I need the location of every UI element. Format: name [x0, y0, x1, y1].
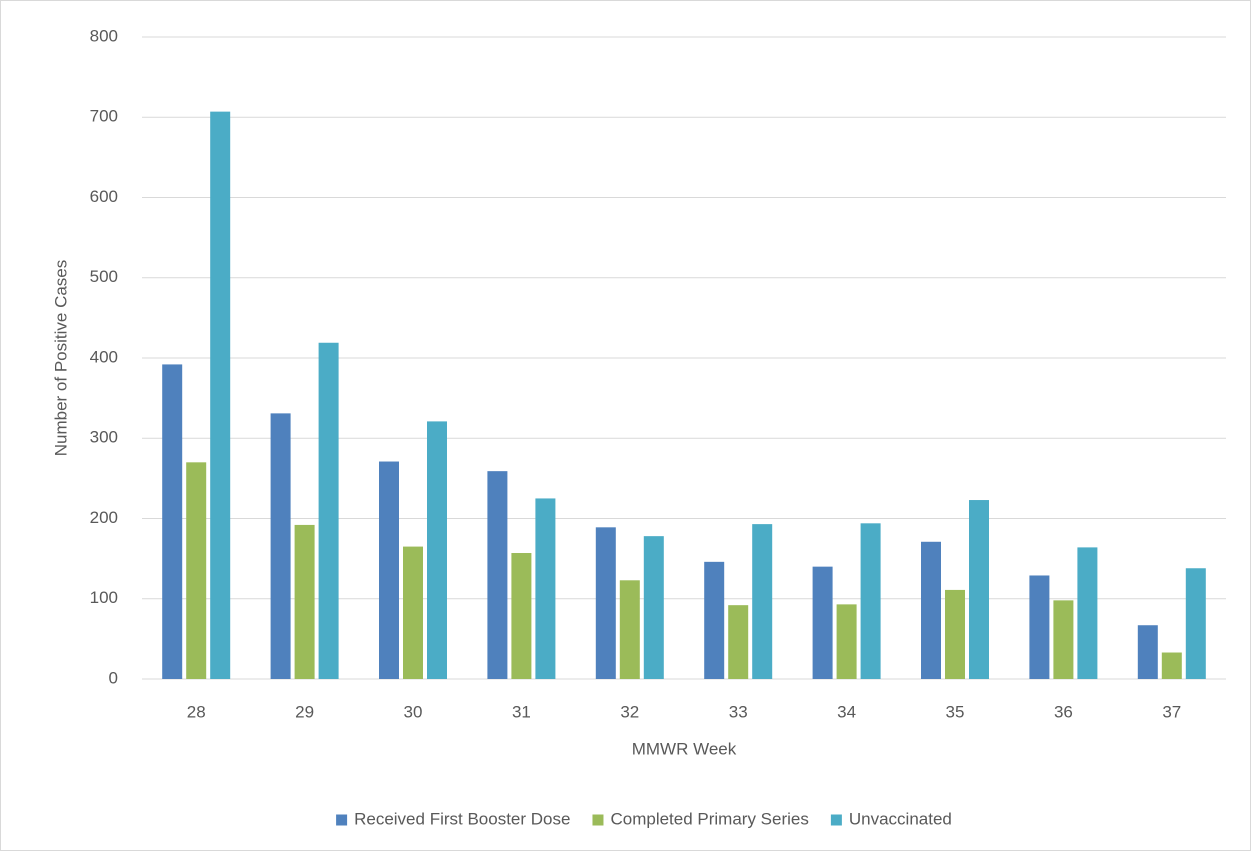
bar — [1161, 652, 1182, 679]
bar — [294, 524, 315, 679]
bar — [318, 342, 339, 679]
bar — [379, 461, 399, 679]
bar — [728, 605, 749, 679]
bar — [643, 536, 664, 679]
legend-label: Received First Booster Dose — [354, 809, 570, 828]
legend-swatch — [336, 814, 348, 826]
bar — [535, 498, 556, 679]
legend-swatch — [592, 814, 604, 826]
y-tick-label: 500 — [90, 267, 118, 286]
bar — [619, 580, 640, 679]
y-tick-label: 0 — [109, 668, 118, 687]
bar — [969, 500, 989, 679]
y-tick-label: 700 — [90, 107, 118, 126]
legend-label: Unvaccinated — [849, 809, 952, 828]
bar — [487, 471, 508, 679]
x-tick-label: 34 — [837, 702, 856, 721]
bar — [704, 561, 725, 679]
x-tick-label: 31 — [512, 702, 531, 721]
x-tick-label: 28 — [187, 702, 206, 721]
x-tick-label: 37 — [1162, 702, 1181, 721]
y-tick-label: 400 — [90, 347, 118, 366]
y-tick-label: 300 — [90, 428, 118, 447]
legend-swatch — [830, 814, 842, 826]
bar — [162, 364, 183, 679]
x-tick-label: 35 — [946, 702, 965, 721]
bar — [186, 462, 207, 679]
y-tick-label: 800 — [90, 26, 118, 45]
x-tick-label: 32 — [620, 702, 639, 721]
bar — [836, 604, 857, 679]
bar — [860, 523, 881, 679]
bar — [1137, 625, 1158, 679]
bar — [1029, 575, 1050, 679]
bar — [427, 421, 447, 679]
bar — [1077, 547, 1098, 679]
bar — [752, 524, 773, 679]
x-tick-label: 33 — [729, 702, 748, 721]
y-tick-label: 100 — [90, 588, 118, 607]
y-tick-label: 200 — [90, 508, 118, 527]
y-axis-title: Number of Positive Cases — [51, 260, 70, 457]
x-tick-label: 29 — [295, 702, 314, 721]
y-tick-label: 600 — [90, 187, 118, 206]
bar — [921, 541, 941, 679]
bar — [403, 546, 423, 679]
x-tick-label: 30 — [404, 702, 423, 721]
bar — [1185, 568, 1206, 679]
bar — [270, 413, 291, 679]
bar — [1053, 600, 1074, 679]
bar — [595, 527, 616, 679]
x-axis-title: MMWR Week — [632, 739, 737, 758]
bar — [945, 589, 965, 679]
legend-label: Completed Primary Series — [610, 809, 808, 828]
bar — [812, 566, 833, 679]
bar — [511, 553, 532, 679]
bar — [210, 111, 231, 679]
x-tick-label: 36 — [1054, 702, 1073, 721]
